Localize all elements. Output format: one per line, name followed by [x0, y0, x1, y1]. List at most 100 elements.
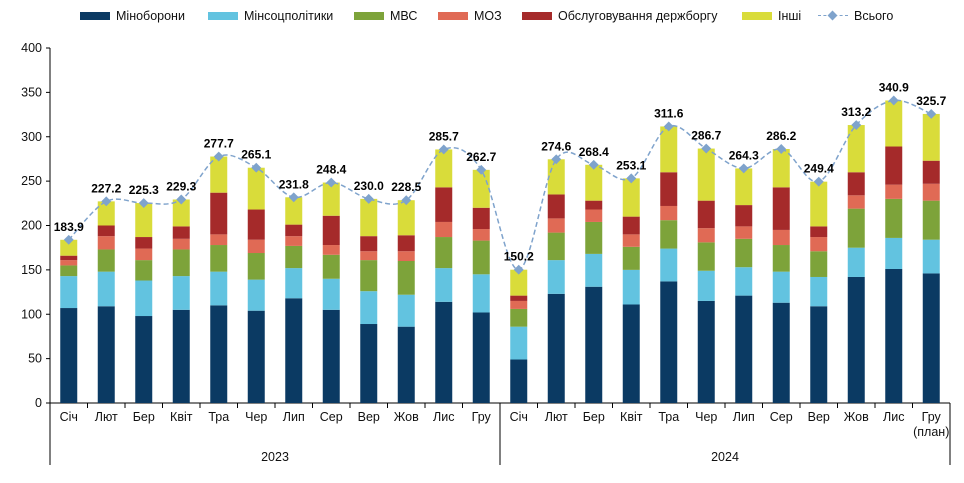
bar-segment-1 — [547, 293, 565, 403]
bar-segment-5 — [322, 215, 340, 246]
bar-segment-5 — [472, 207, 490, 230]
bar-segment-1 — [885, 268, 903, 403]
bar-segment-4 — [472, 229, 490, 241]
bar-segment-2 — [172, 276, 190, 310]
bar-segment-3 — [810, 251, 828, 277]
total-point — [401, 195, 412, 206]
total-data-label: 268.4 — [579, 145, 609, 159]
bar-segment-3 — [585, 221, 603, 254]
bar-segment-6 — [585, 164, 603, 201]
bar-segment-5 — [360, 236, 378, 252]
legend-item: МОЗ — [438, 8, 502, 24]
total-data-label: 225.3 — [129, 183, 159, 197]
bar-segment-1 — [585, 286, 603, 403]
bar-segment-3 — [510, 308, 528, 327]
total-data-label: 313.2 — [841, 105, 871, 119]
bar-segment-1 — [847, 276, 865, 403]
bar-segment-6 — [922, 113, 940, 161]
bar-segment-3 — [472, 240, 490, 275]
legend-swatch — [522, 12, 552, 20]
total-data-label: 248.4 — [316, 163, 346, 177]
bar-segment-1 — [360, 324, 378, 403]
x-tick-label: Бер — [583, 410, 605, 424]
x-tick-label: Квіт — [170, 410, 193, 424]
total-data-label: 229.3 — [166, 179, 196, 193]
x-tick-label: Чер — [245, 410, 267, 424]
total-point — [551, 154, 562, 165]
group-label: 2024 — [711, 450, 739, 464]
bar-segment-3 — [660, 220, 678, 249]
bar-segment-6 — [322, 182, 340, 216]
bar-segment-6 — [547, 159, 565, 195]
x-tick-label: Квіт — [620, 410, 643, 424]
total-data-label: 253.1 — [616, 158, 646, 172]
total-point — [476, 164, 487, 175]
bar-segment-4 — [772, 229, 790, 246]
x-tick-label: Вер — [358, 410, 380, 424]
bar-segment-1 — [135, 316, 153, 403]
total-point — [63, 234, 74, 245]
total-data-label: 325.7 — [916, 94, 946, 108]
bar-segment-4 — [697, 228, 715, 243]
bar-segment-5 — [435, 187, 453, 222]
legend-swatch — [438, 12, 468, 20]
bar-segment-3 — [847, 208, 865, 248]
bar-segment-5 — [210, 192, 228, 235]
x-tick-label: Тра — [658, 410, 679, 424]
bar-segment-4 — [847, 195, 865, 209]
bar-segment-4 — [735, 226, 753, 239]
x-tick-label: Жов — [394, 410, 419, 424]
bar-segment-5 — [735, 205, 753, 227]
bar-segment-3 — [697, 242, 715, 271]
x-tick-label: Лют — [95, 410, 118, 424]
legend-item: Міноборони — [80, 8, 185, 24]
bar-segment-1 — [922, 273, 940, 403]
bar-segment-3 — [135, 260, 153, 281]
bar-segment-1 — [622, 304, 640, 403]
total-point — [326, 177, 337, 188]
total-point — [363, 193, 374, 204]
total-point — [213, 151, 224, 162]
bar-segment-6 — [360, 198, 378, 237]
bar-segment-4 — [660, 205, 678, 221]
bar-segment-6 — [97, 201, 115, 226]
bar-segment-4 — [60, 260, 78, 266]
legend-item-total: Всього — [818, 8, 893, 24]
bar-segment-1 — [210, 305, 228, 403]
bar-segment-4 — [885, 184, 903, 199]
x-tick-label: Лип — [283, 410, 305, 424]
bar-segment-6 — [435, 149, 453, 188]
y-tick-label: 350 — [21, 85, 42, 99]
x-tick-label: Гру — [922, 410, 942, 424]
legend-label: Міноборони — [116, 9, 185, 23]
total-point — [438, 144, 449, 155]
legend-label: Мінсоцполітики — [244, 9, 334, 23]
bar-segment-2 — [622, 269, 640, 305]
bar-segment-2 — [922, 239, 940, 274]
bar-segment-2 — [547, 260, 565, 294]
bar-segment-6 — [885, 100, 903, 147]
y-tick-label: 400 — [21, 41, 42, 55]
bar-segment-5 — [397, 235, 415, 252]
total-data-label: 340.9 — [879, 80, 909, 94]
bar-segment-5 — [285, 224, 303, 237]
bar-segment-4 — [360, 251, 378, 261]
total-point — [288, 192, 299, 203]
bar-segment-5 — [697, 200, 715, 229]
bar-segment-4 — [547, 218, 565, 233]
bar-segment-4 — [285, 236, 303, 246]
bar-segment-5 — [885, 146, 903, 185]
bar-segment-3 — [622, 246, 640, 270]
total-data-label: 262.7 — [466, 150, 496, 164]
bar-segment-4 — [510, 300, 528, 309]
legend-swatch — [80, 12, 110, 20]
total-data-label: 286.2 — [766, 129, 796, 143]
bar-segment-5 — [247, 209, 265, 240]
bar-segment-4 — [922, 183, 940, 201]
total-data-label: 227.2 — [91, 181, 121, 195]
bar-segment-6 — [135, 203, 153, 238]
bar-segment-3 — [547, 232, 565, 261]
total-data-label: 183.9 — [54, 220, 84, 234]
bar-segment-2 — [322, 278, 340, 310]
